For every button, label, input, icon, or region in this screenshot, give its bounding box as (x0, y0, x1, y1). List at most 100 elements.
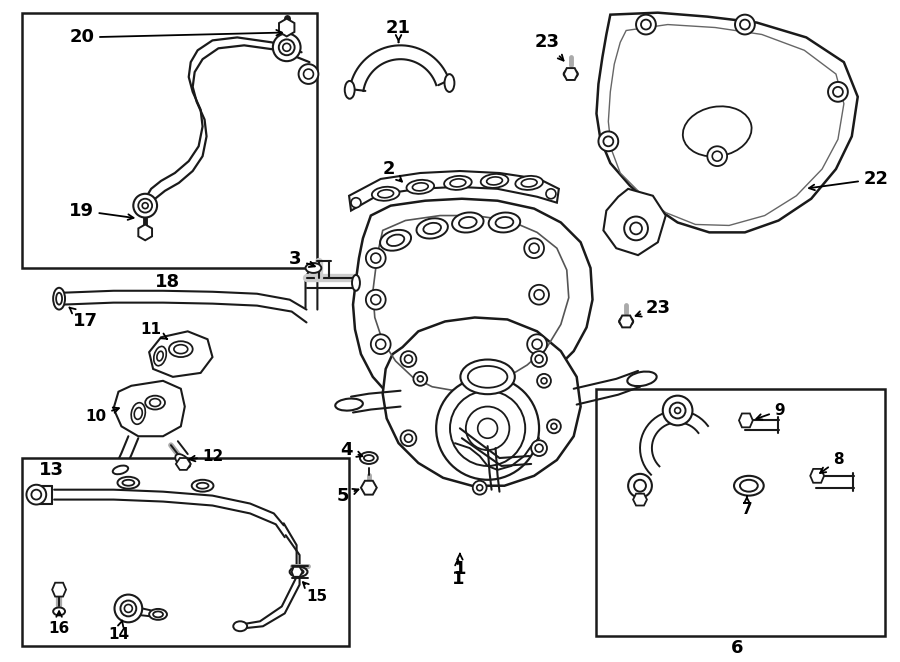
Ellipse shape (134, 408, 142, 419)
Ellipse shape (174, 345, 188, 354)
Ellipse shape (468, 366, 508, 388)
Circle shape (400, 351, 417, 367)
Ellipse shape (352, 275, 360, 291)
Circle shape (598, 132, 618, 151)
Ellipse shape (345, 81, 355, 99)
Circle shape (531, 440, 547, 456)
Circle shape (472, 481, 487, 495)
Circle shape (527, 334, 547, 354)
Circle shape (366, 248, 386, 268)
Polygon shape (739, 414, 752, 428)
Ellipse shape (487, 177, 502, 185)
Polygon shape (349, 171, 559, 211)
Text: 13: 13 (40, 461, 64, 479)
Circle shape (400, 430, 417, 446)
Circle shape (366, 290, 386, 310)
Text: 8: 8 (820, 453, 844, 473)
Ellipse shape (683, 107, 752, 156)
Polygon shape (176, 458, 191, 470)
Circle shape (740, 20, 750, 30)
Circle shape (436, 377, 539, 480)
Ellipse shape (452, 213, 483, 232)
Ellipse shape (149, 399, 160, 406)
Text: 3: 3 (289, 250, 315, 268)
Ellipse shape (145, 396, 165, 410)
Circle shape (524, 238, 544, 258)
Polygon shape (279, 19, 294, 36)
Ellipse shape (233, 622, 248, 631)
Ellipse shape (627, 371, 657, 386)
Ellipse shape (53, 608, 65, 616)
Ellipse shape (450, 179, 466, 187)
Ellipse shape (445, 74, 455, 92)
Ellipse shape (378, 190, 393, 198)
Text: 6: 6 (731, 639, 743, 657)
Ellipse shape (192, 480, 213, 492)
Circle shape (404, 355, 412, 363)
Ellipse shape (423, 223, 441, 234)
Text: 15: 15 (303, 582, 328, 604)
Circle shape (675, 408, 680, 414)
Text: 16: 16 (49, 611, 69, 636)
Text: 1: 1 (452, 560, 464, 588)
Text: 4: 4 (340, 441, 363, 459)
Circle shape (662, 396, 692, 426)
Polygon shape (382, 318, 580, 486)
Circle shape (707, 146, 727, 166)
Ellipse shape (293, 569, 303, 575)
Ellipse shape (53, 288, 65, 310)
Circle shape (121, 600, 136, 616)
Circle shape (413, 372, 428, 386)
Polygon shape (603, 189, 666, 255)
Circle shape (529, 285, 549, 305)
Bar (22, 458, 349, 646)
Text: 23: 23 (535, 33, 563, 61)
Circle shape (371, 295, 381, 305)
Circle shape (139, 199, 152, 213)
Ellipse shape (496, 217, 513, 228)
Text: 9: 9 (756, 403, 785, 420)
Ellipse shape (734, 476, 764, 496)
Polygon shape (292, 567, 302, 577)
Text: 17: 17 (69, 307, 98, 330)
Circle shape (142, 203, 148, 209)
Circle shape (547, 420, 561, 433)
Ellipse shape (131, 402, 145, 424)
Text: 22: 22 (809, 170, 888, 190)
Circle shape (828, 82, 848, 102)
Circle shape (478, 418, 498, 438)
Circle shape (603, 136, 613, 146)
Ellipse shape (407, 180, 434, 194)
Polygon shape (353, 199, 592, 420)
Circle shape (546, 189, 556, 199)
Ellipse shape (489, 213, 520, 232)
Circle shape (351, 198, 361, 208)
Ellipse shape (521, 179, 537, 187)
Ellipse shape (176, 454, 190, 468)
Ellipse shape (516, 176, 543, 190)
Ellipse shape (412, 183, 428, 191)
Polygon shape (563, 68, 578, 80)
Ellipse shape (157, 352, 163, 361)
Circle shape (625, 216, 648, 240)
Ellipse shape (563, 70, 578, 79)
Circle shape (833, 87, 843, 97)
Ellipse shape (154, 346, 166, 366)
Circle shape (634, 480, 646, 492)
Ellipse shape (122, 480, 134, 486)
Circle shape (450, 391, 526, 466)
Ellipse shape (417, 218, 448, 238)
Circle shape (628, 474, 652, 498)
Text: 18: 18 (156, 273, 181, 291)
Circle shape (303, 69, 313, 79)
Circle shape (466, 406, 509, 450)
Circle shape (529, 243, 539, 253)
Ellipse shape (56, 293, 62, 305)
Polygon shape (139, 224, 152, 240)
Circle shape (670, 402, 686, 418)
Ellipse shape (461, 359, 515, 394)
Circle shape (299, 64, 319, 84)
Ellipse shape (481, 174, 508, 188)
Circle shape (376, 339, 386, 349)
Text: 2: 2 (382, 160, 402, 181)
